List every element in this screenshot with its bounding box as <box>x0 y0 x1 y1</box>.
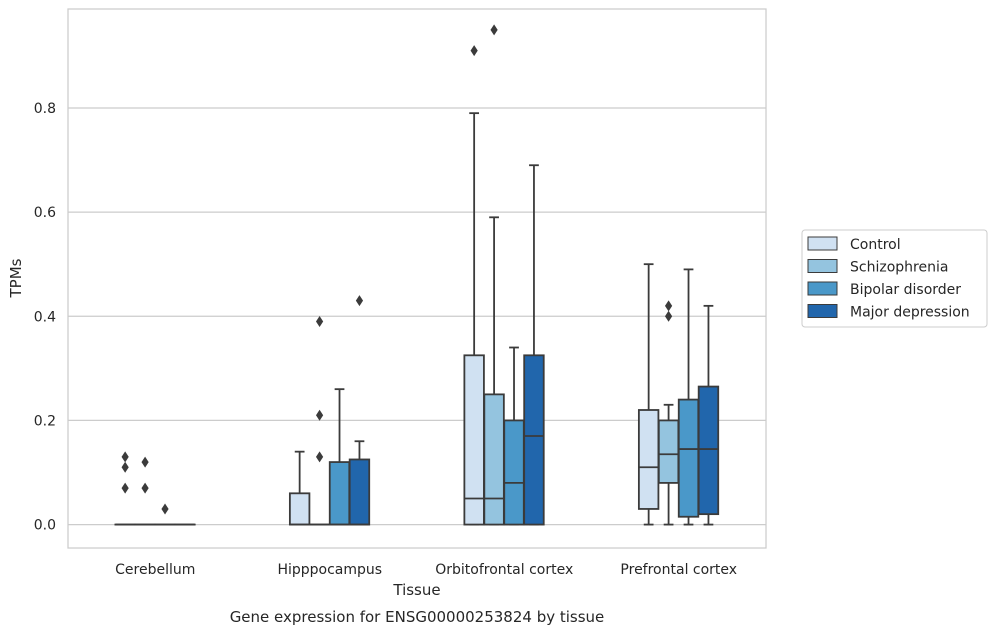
outlier-point <box>121 482 129 494</box>
y-tick-label: 0.6 <box>34 205 56 221</box>
box-body <box>503 419 525 526</box>
outlier-point <box>355 295 364 307</box>
outlier-point <box>141 482 149 494</box>
y-tick-label: 0.4 <box>34 309 56 325</box>
x-tick-label: Hipppocampus <box>277 562 382 578</box>
box-body <box>328 461 351 526</box>
outlier-point <box>315 409 324 421</box>
box-groups <box>114 24 720 526</box>
box-body <box>348 458 371 526</box>
box-body <box>657 419 680 484</box>
legend-swatch <box>807 304 838 318</box>
box-major-depression <box>348 295 371 526</box>
box-control <box>114 451 136 526</box>
box-body <box>637 409 660 510</box>
outlier-point <box>121 451 129 463</box>
y-tick-label: 0.8 <box>34 101 56 117</box>
outlier-point <box>470 45 478 57</box>
legend-label: Major depression <box>850 305 970 321</box>
y-tick-label: 0.0 <box>34 518 56 534</box>
box-major-depression <box>697 304 720 526</box>
outlier-point <box>121 461 129 473</box>
y-axis-label: TPMs <box>7 258 25 298</box>
plot-frame <box>67 8 767 549</box>
outlier-point <box>161 503 169 515</box>
outlier-point <box>315 451 324 463</box>
box-major-depression <box>523 164 545 526</box>
box-body <box>697 385 720 516</box>
box-bipolar-disorder <box>328 388 351 526</box>
chart-caption: Gene expression for ENSG00000253824 by t… <box>230 608 605 626</box>
legend-label: Bipolar disorder <box>850 282 961 298</box>
y-tick-labels: 0.0 0.2 0.4 0.6 0.8 <box>34 101 56 534</box>
box-body <box>483 393 505 526</box>
legend-label: Control <box>850 237 901 253</box>
legend-swatch <box>807 259 838 273</box>
x-tick-label: Prefrontal cortex <box>620 562 737 578</box>
outlier-point <box>664 310 673 322</box>
box-bipolar-disorder <box>503 346 525 526</box>
legend: Control Schizophrenia Bipolar disorder Majo… <box>801 229 988 328</box>
box-control <box>463 45 485 526</box>
outlier-point <box>490 24 498 36</box>
outlier-point <box>664 300 673 312</box>
outlier-point <box>315 315 324 327</box>
box-body <box>523 354 545 526</box>
box-control <box>637 263 660 526</box>
box-control <box>288 450 311 526</box>
outlier-point <box>141 456 149 468</box>
legend-swatch <box>807 281 838 296</box>
legend-frame <box>801 229 988 328</box>
box-body <box>677 398 700 518</box>
x-axis-label: Tissue <box>392 581 440 599</box>
x-tick-label: Orbitofrontal cortex <box>435 562 573 578</box>
legend-swatch <box>807 236 838 251</box>
x-tick-labels: Cerebellum Hipppocampus Orbitofrontal cort… <box>115 562 737 578</box>
box-schizophrenia <box>308 315 331 526</box>
legend-label: Schizophrenia <box>850 260 948 276</box>
box-schizophrenia <box>657 300 680 526</box>
y-tick-label: 0.2 <box>34 413 56 429</box>
box-body <box>288 492 311 526</box>
x-tick-label: Cerebellum <box>115 562 195 578</box>
